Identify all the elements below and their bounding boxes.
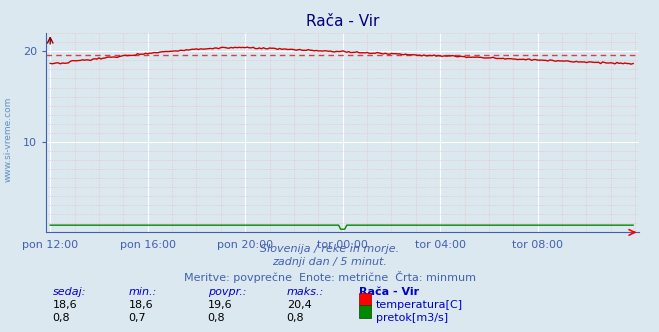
Text: 0,8: 0,8 bbox=[53, 313, 71, 323]
Text: pretok[m3/s]: pretok[m3/s] bbox=[376, 313, 447, 323]
Text: 20,4: 20,4 bbox=[287, 300, 312, 310]
Text: 18,6: 18,6 bbox=[53, 300, 77, 310]
Title: Rača - Vir: Rača - Vir bbox=[306, 14, 380, 29]
Text: 19,6: 19,6 bbox=[208, 300, 232, 310]
Text: Meritve: povprečne  Enote: metrične  Črta: minmum: Meritve: povprečne Enote: metrične Črta:… bbox=[183, 271, 476, 283]
Text: 0,8: 0,8 bbox=[208, 313, 225, 323]
Text: Slovenija / reke in morje.: Slovenija / reke in morje. bbox=[260, 244, 399, 254]
Text: zadnji dan / 5 minut.: zadnji dan / 5 minut. bbox=[272, 257, 387, 267]
Text: 0,7: 0,7 bbox=[129, 313, 146, 323]
Text: min.:: min.: bbox=[129, 287, 157, 297]
Text: Rača - Vir: Rača - Vir bbox=[359, 287, 419, 297]
Text: temperatura[C]: temperatura[C] bbox=[376, 300, 463, 310]
Text: www.si-vreme.com: www.si-vreme.com bbox=[3, 97, 13, 182]
Text: 18,6: 18,6 bbox=[129, 300, 153, 310]
Text: povpr.:: povpr.: bbox=[208, 287, 246, 297]
Text: 0,8: 0,8 bbox=[287, 313, 304, 323]
Text: maks.:: maks.: bbox=[287, 287, 324, 297]
Text: sedaj:: sedaj: bbox=[53, 287, 86, 297]
